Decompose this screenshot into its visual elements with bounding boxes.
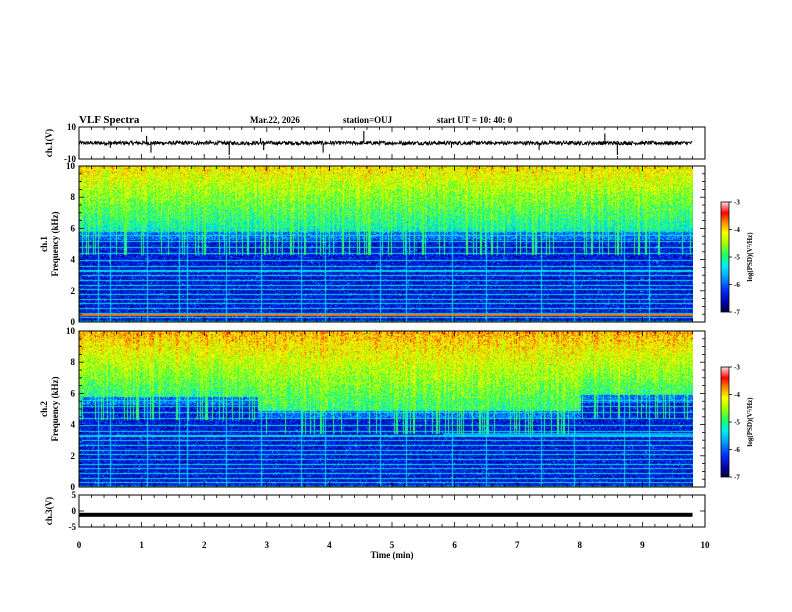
colorbar-tick-label: -5 — [734, 419, 740, 427]
ch3-y-tick-label: -5 — [69, 522, 77, 532]
ch1-spikes — [109, 131, 618, 155]
time-axis: 0 1 2 3 4 5 6 7 8 9 10 — [77, 540, 710, 550]
station-label: station=OUJ — [343, 115, 393, 125]
colorbar-tick-label: -5 — [734, 254, 740, 262]
freq-tick-label: 2 — [71, 451, 76, 461]
date-label: Mar.22, 2026 — [250, 115, 300, 125]
time-tick-label: 3 — [265, 540, 270, 550]
ch2-colorbar-ramp — [721, 367, 729, 477]
ch1-spec-frequency-label: Frequency (kHz) — [50, 211, 60, 276]
ch1-waveform-panel: 10 -10 ch.1(V) — [44, 122, 706, 164]
time-tick-label: 8 — [578, 540, 583, 550]
time-tick-label: 6 — [452, 540, 457, 550]
time-tick-label: 7 — [515, 540, 520, 550]
ch3-ticks — [78, 495, 706, 527]
ch3-waveform-panel: 5 0 -5 ch.3(V) — [44, 490, 706, 532]
time-tick-label: 1 — [139, 540, 144, 550]
colorbar-tick-label: -3 — [734, 364, 740, 372]
ch1-ticks — [78, 127, 706, 159]
time-tick-label: 9 — [640, 540, 645, 550]
time-tick-label: 2 — [202, 540, 207, 550]
colorbar-tick-label: -7 — [734, 309, 740, 317]
ch1-spectrogram-panel: 0 2 4 6 8 10 ch.1 Frequency (kHz) — [39, 161, 706, 327]
freq-tick-label: 4 — [71, 420, 76, 430]
freq-tick-label: 0 — [71, 317, 76, 327]
figure-title: VLF Spectra — [79, 114, 140, 126]
ch1-spec-ticks — [78, 166, 706, 322]
colorbar-tick-label: -6 — [734, 281, 740, 289]
ch3-y-tick-labels: 5 0 -5 — [69, 490, 705, 532]
freq-tick-label: 10 — [66, 326, 76, 336]
ch3-y-axis-label: ch.3(V) — [44, 497, 54, 525]
colorbar-tick-label: -3 — [734, 199, 740, 207]
ch2-spec-frequency-label: Frequency (kHz) — [50, 376, 60, 441]
time-tick-label: 0 — [77, 540, 82, 550]
freq-tick-label: 6 — [71, 388, 76, 398]
ch2-colorbar: -3 -4 -5 -6 -7 log(PSD)(V²/Hz) — [720, 364, 754, 482]
colorbar-tick-label: -6 — [734, 446, 740, 454]
ch1-spectrogram-image — [79, 166, 693, 322]
ch2-spec-ticks — [78, 331, 706, 487]
ch2-spectrogram-image — [79, 331, 693, 487]
freq-tick-label: 2 — [71, 286, 76, 296]
ch3-y-tick-label: 5 — [72, 490, 77, 500]
ch3-y-tick-label: 0 — [72, 506, 77, 516]
ch2-spec-channel-label: ch.2 — [39, 401, 49, 417]
ch1-spec-y-tick-labels: 0 2 4 6 8 10 — [66, 161, 705, 327]
freq-tick-label: 10 — [66, 161, 76, 171]
ch1-trace — [78, 139, 693, 147]
time-tick-label: 5 — [390, 540, 395, 550]
ch3-trace — [79, 512, 693, 517]
colorbar-tick-label: -7 — [734, 474, 740, 482]
ch2-spec-y-tick-labels: 0 2 4 6 8 10 — [66, 326, 705, 492]
ch2-colorbar-ticks: -3 -4 -5 -6 -7 — [729, 364, 740, 482]
ch1-y-tick-label: -10 — [64, 154, 76, 164]
x-axis-label: Time (min) — [370, 550, 413, 560]
colorbar-tick-label: -4 — [734, 391, 740, 399]
colorbar-tick-label: -4 — [734, 226, 740, 234]
freq-tick-label: 4 — [71, 255, 76, 265]
ch1-y-tick-labels: 10 -10 — [64, 122, 705, 164]
time-tick-label: 4 — [327, 540, 332, 550]
freq-tick-label: 8 — [71, 357, 76, 367]
ch1-y-axis-label: ch.1(V) — [44, 129, 54, 157]
freq-tick-label: 0 — [71, 482, 76, 492]
ch1-colorbar-ramp — [721, 202, 729, 312]
time-tick-label: 10 — [701, 540, 711, 550]
ch1-colorbar: -3 -4 -5 -6 -7 log(PSD)(V²/Hz) — [720, 199, 754, 317]
ch1-colorbar-ticks: -3 -4 -5 -6 -7 — [729, 199, 740, 317]
ch1-colorbar-label: log(PSD)(V²/Hz) — [746, 232, 754, 282]
ch2-spectrogram-panel: 0 2 4 6 8 10 ch.2 Frequency (kHz) — [39, 326, 706, 492]
ch1-y-tick-label: 10 — [67, 122, 77, 132]
freq-tick-label: 6 — [71, 223, 76, 233]
ch1-spec-channel-label: ch.1 — [39, 236, 49, 252]
ch2-colorbar-label: log(PSD)(V²/Hz) — [746, 397, 754, 447]
start-ut-label: start UT = 10: 40: 0 — [437, 115, 513, 125]
ch1-spec-channel-name: ch.1 — [39, 236, 49, 252]
freq-tick-label: 8 — [71, 192, 76, 202]
